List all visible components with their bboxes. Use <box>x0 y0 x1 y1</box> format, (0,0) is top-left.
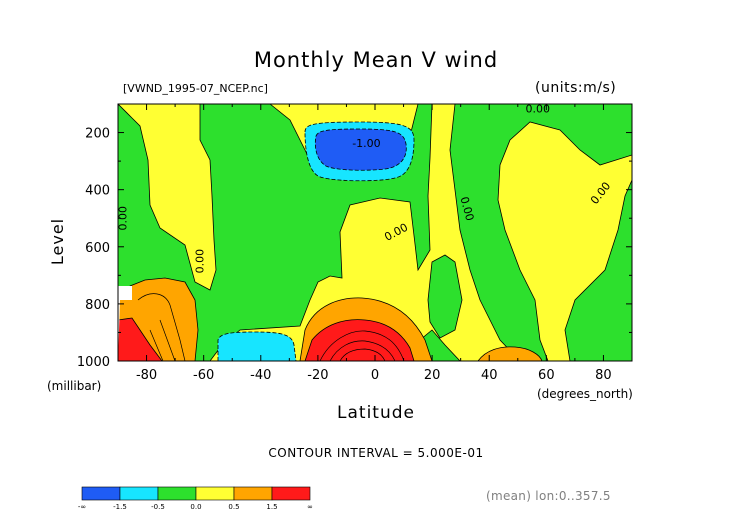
contour-label: 0.00 <box>117 206 130 231</box>
contour-field <box>118 104 632 361</box>
contour-line <box>339 348 386 361</box>
contour-line <box>149 329 164 361</box>
x-axis-label: Latitude <box>337 403 415 423</box>
x-tick-label: -20 <box>307 368 328 383</box>
colorbar-label: 0.5 <box>228 503 239 511</box>
colorbar-label: ∞ <box>307 503 313 511</box>
units-label: (units:m/s) <box>535 80 617 96</box>
x-tick-label: 0 <box>371 368 379 383</box>
contour-line <box>329 340 396 361</box>
field-green-mid <box>427 254 463 339</box>
x-tick-label: 20 <box>424 368 441 383</box>
y-tick-label: 200 <box>85 127 110 142</box>
dataset-label: [VWND_1995-07_NCEP.nc] <box>123 82 268 95</box>
y-tick-label: 400 <box>85 184 110 199</box>
y-tick-label: 1000 <box>77 355 110 370</box>
colorbar-swatch <box>271 486 311 501</box>
y-axis-units: (millibar) <box>47 379 102 393</box>
colorbar-swatch <box>81 486 121 501</box>
colorbar-swatch <box>119 486 159 501</box>
contour-label: 0.00 <box>457 195 476 222</box>
field-red-left <box>118 317 163 361</box>
field-cyan-lower <box>217 331 297 361</box>
contour-interval-text: CONTOUR INTERVAL = 5.000E-01 <box>268 446 484 460</box>
averaging-note: (mean) lon:0..357.5 <box>486 489 611 503</box>
y-axis-ticks: 200 400 600 800 1000 <box>77 103 632 370</box>
field-orange-right <box>477 346 543 361</box>
x-tick-label: 60 <box>538 368 555 383</box>
contour-line <box>137 293 186 361</box>
contour-label: -1.00 <box>352 137 380 150</box>
contour-label: 0.00 <box>194 249 207 274</box>
colorbar: -∞ -1.5 -0.5 0.0 0.5 1.5 ∞ <box>78 486 313 511</box>
x-tick-label: -80 <box>136 368 157 383</box>
x-tick-label: -60 <box>193 368 214 383</box>
colorbar-label: -0.5 <box>151 503 165 511</box>
contour-label: 0.00 <box>526 103 551 116</box>
x-tick-label: 40 <box>481 368 498 383</box>
field-green-farright <box>564 179 632 361</box>
contour-line <box>319 330 405 361</box>
contour-line <box>159 319 176 361</box>
x-axis-units: (degrees_north) <box>537 387 633 401</box>
y-tick-label: 800 <box>85 298 110 313</box>
colorbar-label: -∞ <box>78 503 86 511</box>
colorbar-swatch <box>233 486 273 501</box>
x-tick-label: -40 <box>250 368 271 383</box>
contour-lines <box>137 293 405 361</box>
chart-title: Monthly Mean V wind <box>253 48 499 72</box>
y-tick-label: 600 <box>85 241 110 256</box>
field-missing <box>118 286 132 361</box>
colorbar-label: -1.5 <box>113 503 127 511</box>
colorbar-swatch <box>157 486 197 501</box>
field-green-right <box>449 104 632 361</box>
colorbar-label: 1.5 <box>266 503 277 511</box>
colorbar-swatch <box>195 486 235 501</box>
field-red-center <box>304 319 415 361</box>
x-tick-label: 80 <box>595 368 612 383</box>
field-blue-core <box>314 128 407 171</box>
x-axis-ticks: -80 -60 -40 -20 0 20 40 60 80 <box>117 104 633 383</box>
colorbar-label: 0.0 <box>190 503 201 511</box>
